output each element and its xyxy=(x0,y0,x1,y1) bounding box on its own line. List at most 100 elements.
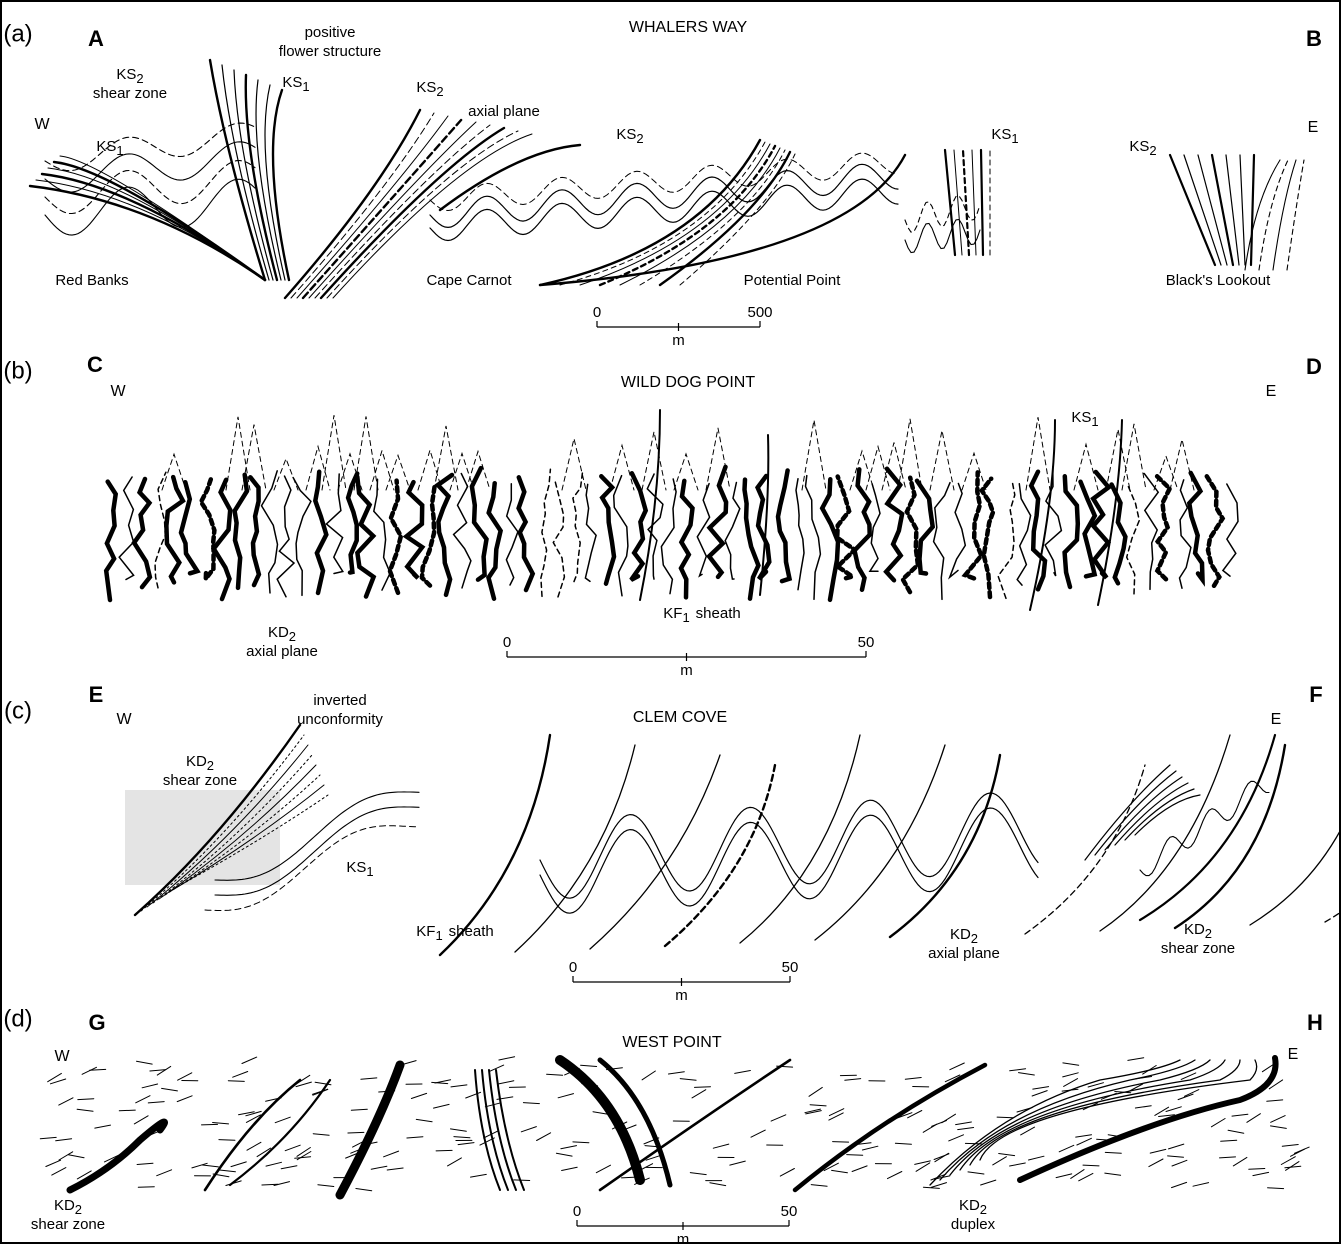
geology-line xyxy=(360,1077,378,1080)
geology-line xyxy=(949,1059,1211,1176)
geology-line xyxy=(660,478,677,595)
geology-line xyxy=(696,482,711,578)
geology-line xyxy=(612,474,629,597)
geology-line xyxy=(1165,1106,1182,1112)
annotation-text: positive xyxy=(305,24,356,41)
geology-line xyxy=(218,1139,236,1141)
annotation-text: KD xyxy=(1184,921,1205,938)
geology-line xyxy=(1177,1093,1194,1101)
geology-line xyxy=(283,108,422,300)
geology-line xyxy=(308,121,477,299)
geology-line xyxy=(804,474,822,601)
geology-line xyxy=(961,148,971,257)
geology-line xyxy=(1270,1125,1287,1129)
geology-line xyxy=(969,1059,1241,1166)
annotation-subscript: 2 xyxy=(636,131,643,146)
geology-line xyxy=(447,1157,462,1167)
geology-line xyxy=(673,452,699,491)
annotation: KS2 xyxy=(416,79,443,99)
annotation-text: Red Banks xyxy=(55,272,128,289)
geology-line xyxy=(1220,1139,1238,1142)
geology-line xyxy=(156,1169,173,1177)
annotation-subscript: 1 xyxy=(1011,131,1018,146)
geology-line xyxy=(296,115,449,299)
annotation-text: KS xyxy=(991,126,1011,143)
geology-line xyxy=(488,1069,517,1191)
geology-line xyxy=(353,416,379,491)
geology-line xyxy=(433,1103,450,1109)
geology-line xyxy=(658,150,792,287)
geology-line xyxy=(561,438,587,491)
geology-line xyxy=(369,448,395,491)
geology-line xyxy=(1070,1169,1085,1179)
geology-line xyxy=(204,825,419,911)
geology-line xyxy=(149,1069,167,1072)
geology-line xyxy=(1266,1099,1284,1102)
geology-line xyxy=(417,448,443,491)
geology-line xyxy=(178,479,201,576)
geology-line xyxy=(133,1115,149,1125)
geology-line xyxy=(1090,469,1112,580)
geology-line xyxy=(164,774,321,896)
geology-line xyxy=(176,1095,193,1103)
scale-tick-label: 50 xyxy=(858,634,875,651)
geology-line xyxy=(1124,788,1195,841)
geology-line xyxy=(561,1166,578,1171)
geology-line xyxy=(284,1144,301,1152)
geology-line xyxy=(280,1165,298,1170)
annotation-subscript: 1 xyxy=(116,143,123,158)
geology-line xyxy=(1028,1155,1045,1161)
geology-line xyxy=(939,1059,1196,1181)
geology-line xyxy=(347,1131,365,1134)
geology-line xyxy=(852,467,872,593)
geology-line xyxy=(465,449,491,491)
geology-line xyxy=(238,1111,255,1116)
geology-line xyxy=(1204,473,1226,589)
annotation: KS1 xyxy=(1071,409,1098,429)
geology-line xyxy=(419,482,438,588)
geology-line xyxy=(560,1145,577,1150)
annotation-line2: shear zone xyxy=(31,1216,105,1233)
panel-label: (b) xyxy=(3,357,32,384)
geology-line xyxy=(146,744,309,908)
geology-line xyxy=(883,466,905,583)
geology-line xyxy=(402,479,426,580)
geology-line xyxy=(431,1081,449,1085)
geology-line xyxy=(1225,154,1240,266)
geology-line xyxy=(1084,764,1171,861)
annotation-text: KS xyxy=(1129,138,1149,155)
geology-line xyxy=(177,1072,193,1081)
geology-line xyxy=(865,444,891,491)
geology-line xyxy=(497,1080,515,1085)
geology-line xyxy=(1173,743,1287,930)
geology-line xyxy=(599,474,617,586)
geology-line xyxy=(724,481,741,580)
geology-line xyxy=(1167,1155,1184,1158)
geology-line xyxy=(646,473,664,580)
geology-line xyxy=(804,1108,821,1114)
geology-line xyxy=(1114,782,1189,846)
geology-line xyxy=(1139,780,1270,877)
geology-line xyxy=(1058,1144,1075,1153)
geology-line xyxy=(679,1078,697,1081)
geology-line xyxy=(572,470,584,583)
geology-line xyxy=(904,1077,922,1080)
geology-line xyxy=(274,1116,291,1124)
annotation: KS2 xyxy=(1129,138,1156,158)
geology-line xyxy=(161,452,187,491)
geology-line xyxy=(775,468,793,584)
annotation-text: KF xyxy=(663,605,682,622)
annotation-text: sheath xyxy=(449,923,494,940)
geology-line xyxy=(350,1108,368,1111)
annotation-subscript: 2 xyxy=(75,1202,82,1217)
geology-line xyxy=(996,1116,1014,1119)
geology-line xyxy=(1076,1137,1092,1146)
geology-line xyxy=(470,1173,487,1178)
geology-line xyxy=(944,1074,961,1083)
geology-line xyxy=(957,1127,975,1131)
geology-line xyxy=(89,1068,107,1071)
geology-line xyxy=(1285,1161,1300,1171)
geology-line xyxy=(59,155,266,281)
geology-line xyxy=(1032,1086,1050,1090)
geology-line xyxy=(1286,159,1305,271)
